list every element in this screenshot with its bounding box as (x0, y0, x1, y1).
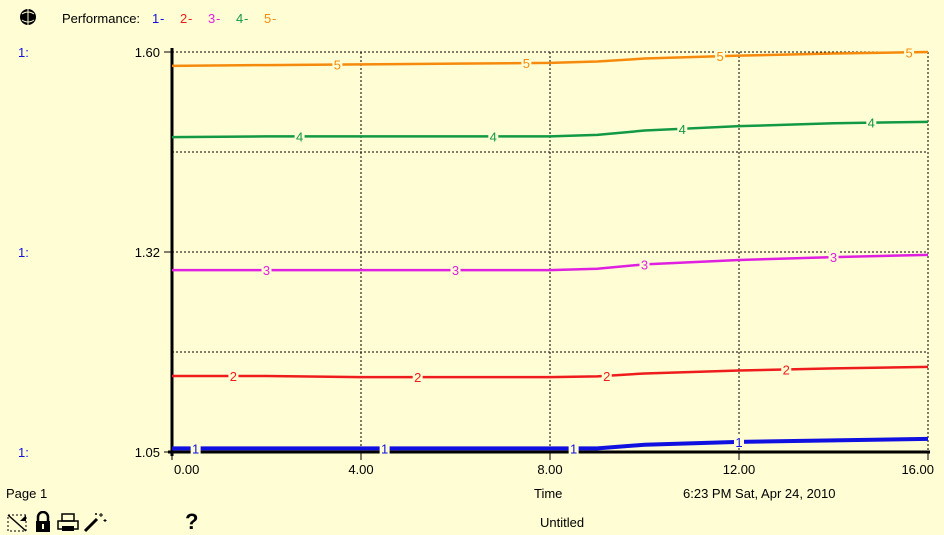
series-4-label: 4 (490, 129, 497, 144)
series-4-label-bg (677, 121, 688, 135)
document-title: Untitled (540, 515, 585, 530)
x-tick-label: 0.00 (174, 462, 199, 477)
series-1-label-bg (379, 441, 390, 455)
legend-separator: - (272, 11, 276, 26)
x-axis-label: Time (534, 486, 563, 501)
series-1-label: 1 (381, 441, 388, 456)
series-5-label-bg (715, 49, 726, 63)
x-tick-label: 4.00 (348, 462, 373, 477)
legend-separator: - (216, 11, 220, 26)
series-2-label: 2 (230, 369, 237, 384)
globe-icon-lines (21, 9, 35, 25)
series-2-label: 2 (603, 369, 610, 384)
series-2-label: 2 (783, 362, 790, 377)
series-1-label-bg (190, 441, 201, 455)
series-3-label: 3 (641, 257, 648, 272)
x-tick-label: 12.00 (723, 462, 756, 477)
globe-icon (20, 9, 36, 25)
series-5-label-bg (521, 56, 532, 70)
series-1-label: 1 (192, 441, 199, 456)
x-tick-label: 16.00 (901, 462, 934, 477)
legend-item-5: 5 (264, 11, 271, 26)
series-2-label-bg (601, 368, 612, 382)
legend-item-2: 2 (180, 11, 187, 26)
graph-pad-icon[interactable] (6, 511, 30, 533)
series-3-label-bg (450, 263, 461, 277)
series-5-label-bg (332, 57, 343, 71)
y-tick-label: 1.32 (135, 245, 160, 260)
series-3-label: 3 (452, 263, 459, 278)
series-1-label-bg (568, 441, 579, 455)
timestamp: 6:23 PM Sat, Apr 24, 2010 (683, 486, 836, 501)
magic-wand-icon[interactable] (82, 511, 108, 533)
series-4-label-bg (294, 129, 305, 143)
series-1-label-bg (734, 434, 744, 448)
series-5-label: 5 (523, 56, 530, 71)
legend-separator: - (244, 11, 248, 26)
series-5-line (171, 50, 929, 68)
series-3-label-bg (639, 257, 650, 271)
series-5-label-bg (904, 45, 915, 59)
series-5-label: 5 (334, 58, 341, 73)
series-2-label-bg (412, 370, 423, 384)
legend-title: Performance: (62, 11, 140, 26)
series-3-label-bg (828, 250, 839, 264)
series-4-label: 4 (296, 129, 303, 144)
lock-icon[interactable] (34, 511, 52, 533)
page-label[interactable]: Page 1 (6, 486, 48, 501)
axis-prefix: 1: (18, 245, 29, 260)
legend-separator: - (160, 11, 164, 26)
series-3-label: 3 (263, 263, 270, 278)
legend-separator: - (188, 11, 192, 26)
series-4-label: 4 (868, 116, 875, 131)
y-tick-label: 1.05 (135, 445, 160, 460)
series-4-label: 4 (679, 122, 686, 137)
series-3-line (172, 253, 929, 272)
legend-item-1: 1 (152, 11, 159, 26)
series-5-label: 5 (905, 45, 912, 60)
series-3-label-bg (261, 263, 272, 277)
series-1-label: 1 (735, 435, 742, 450)
series-5-label: 5 (716, 49, 723, 64)
series-4-label-bg (866, 115, 877, 129)
legend-item-4: 4 (236, 11, 243, 26)
series-2-label: 2 (414, 370, 421, 385)
axis-prefix: 1: (18, 45, 29, 60)
x-tick-label: 8.00 (537, 462, 562, 477)
axis-prefix: 1: (18, 445, 29, 460)
y-tick-label: 1.60 (135, 45, 160, 60)
series-2-label-bg (781, 362, 792, 376)
series-3-label: 3 (830, 250, 837, 265)
print-icon[interactable] (56, 511, 80, 533)
series-2-label-bg (228, 369, 239, 382)
series-1-label: 1 (570, 441, 577, 456)
help-button[interactable]: ? (185, 509, 199, 534)
series-4-label-bg (488, 129, 499, 143)
legend-item-3: 3 (208, 11, 215, 26)
series-4-line (171, 120, 929, 139)
